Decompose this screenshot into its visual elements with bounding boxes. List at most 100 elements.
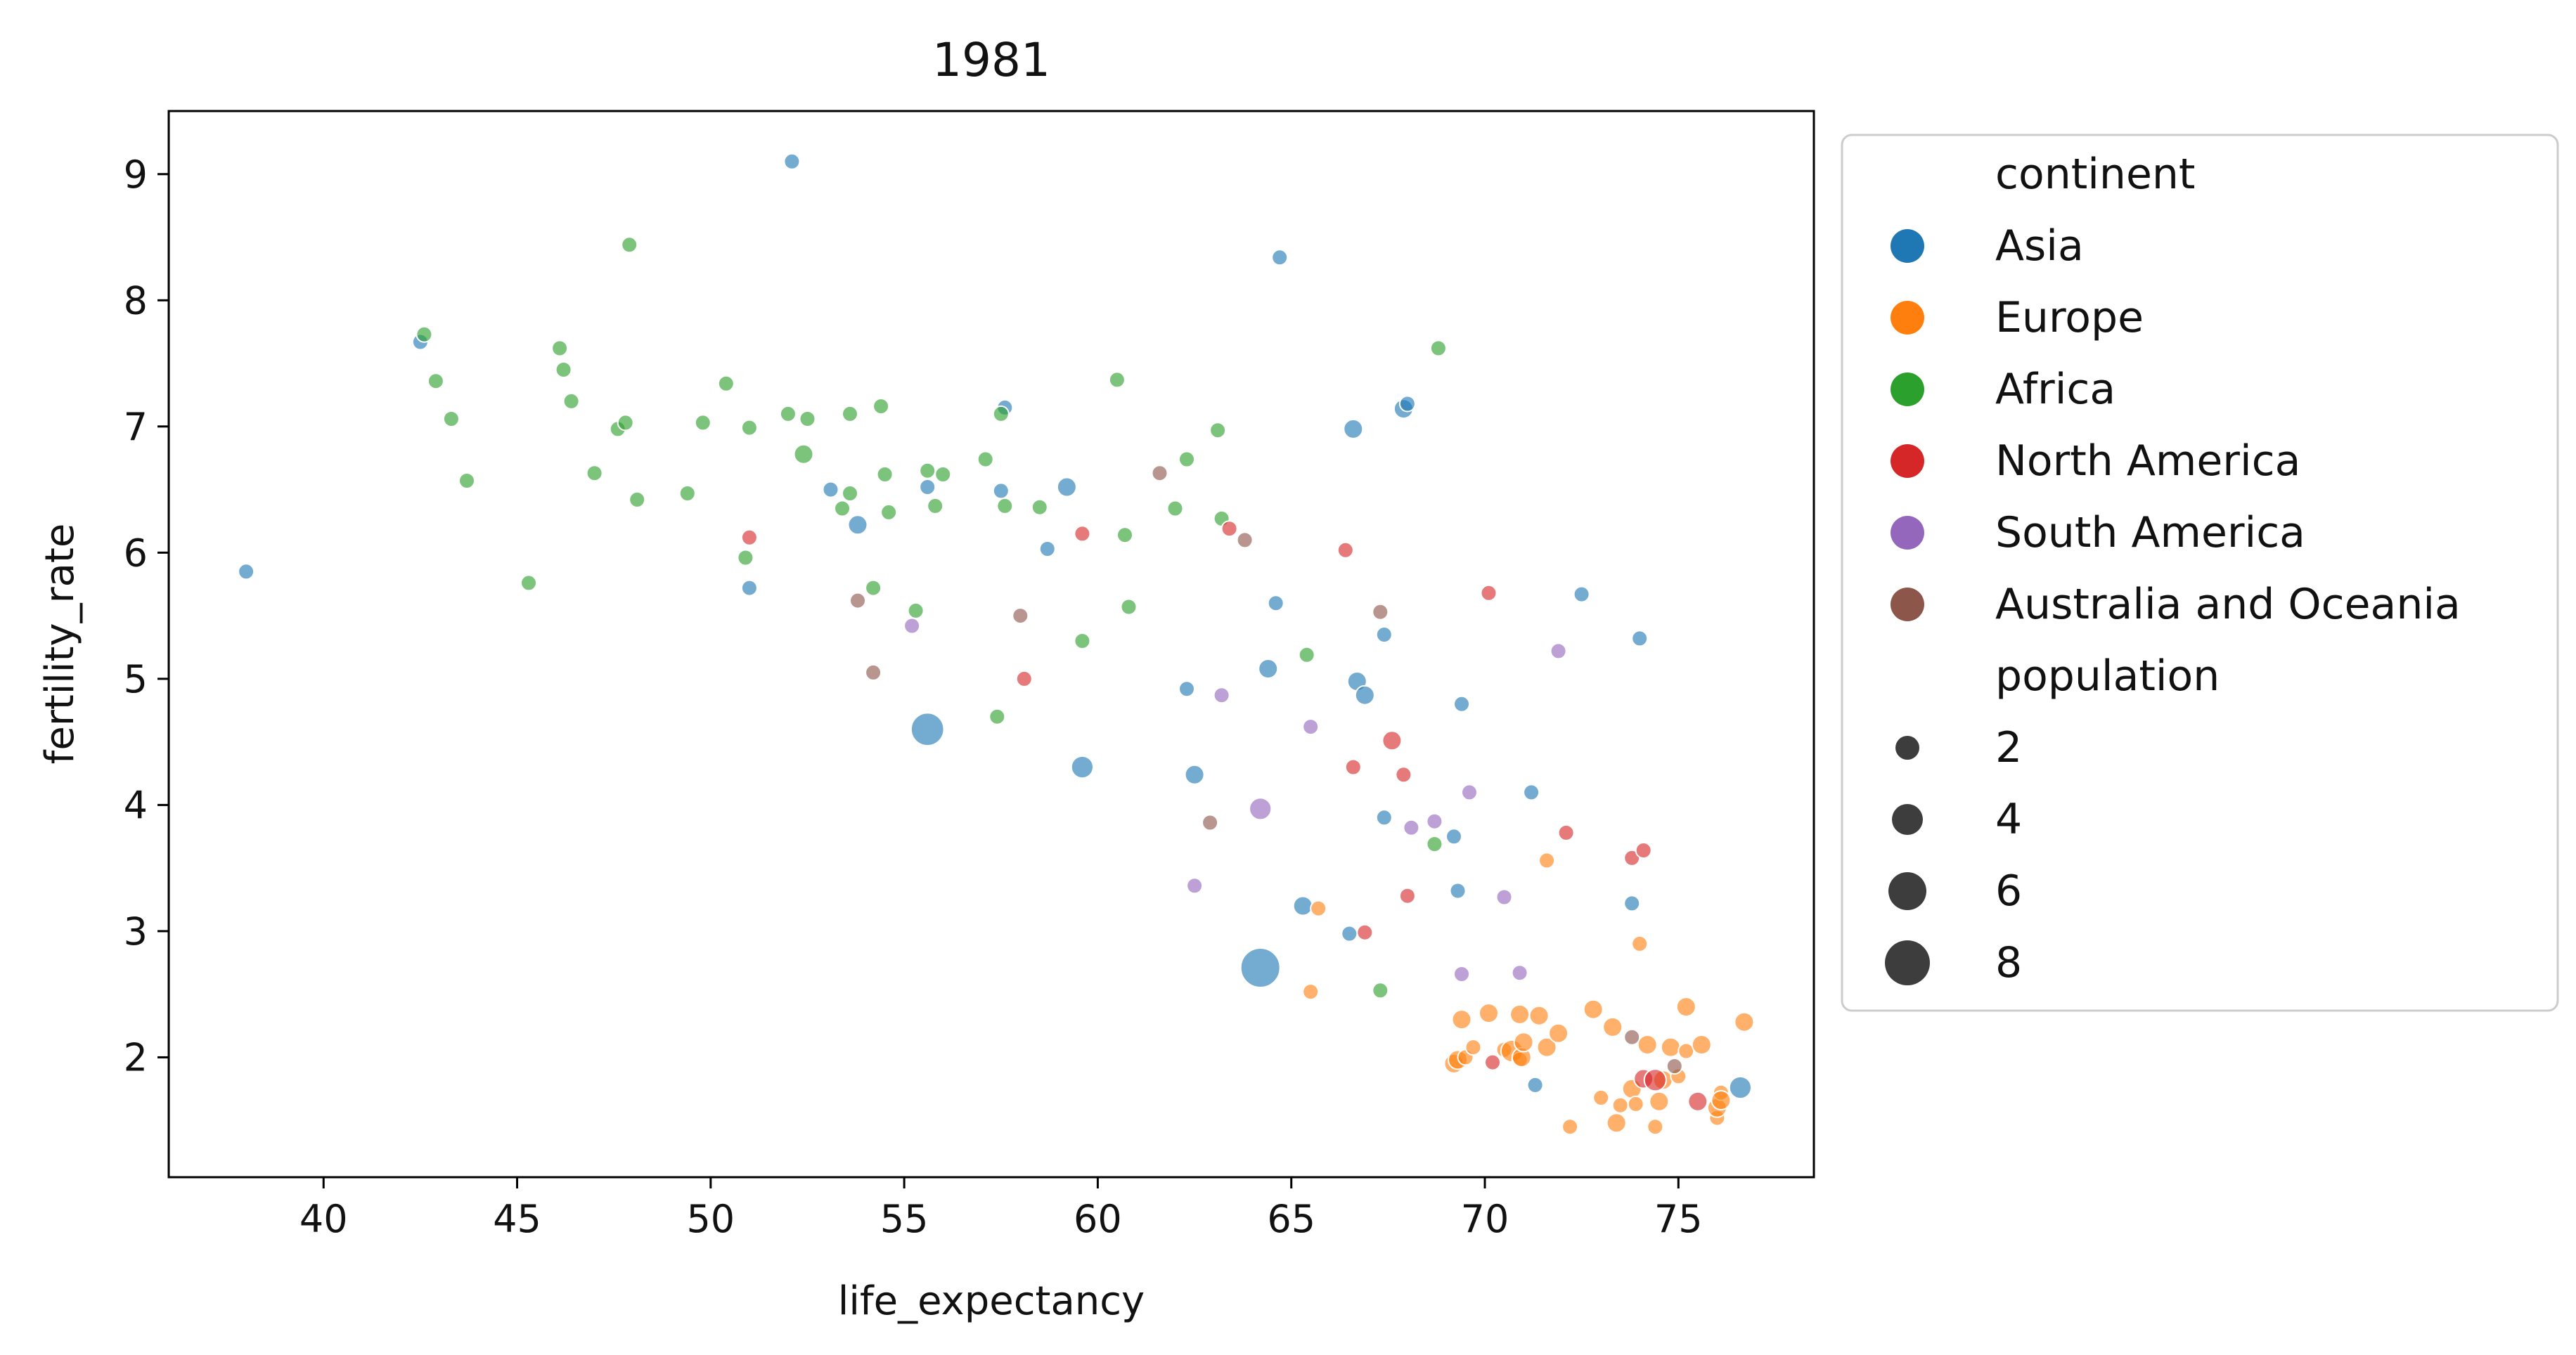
data-point-asia-36 [1728,1075,1752,1100]
x-tick-label: 70 [1461,1197,1509,1241]
data-point-africa-42 [1178,450,1195,468]
y-tick-label: 6 [124,531,148,575]
legend-size-title: population [1995,651,2220,701]
data-point-africa-12 [629,491,646,508]
y-tick-label: 4 [124,783,148,827]
data-point-south-america-11 [1550,642,1567,660]
data-point-africa-36 [1031,498,1048,516]
data-point-south-america-3 [1249,797,1273,821]
data-point-africa-46 [1372,982,1389,999]
data-point-africa-22 [842,485,858,502]
y-tick-label: 2 [124,1035,148,1080]
legend-label: Africa [1995,365,2115,414]
data-point-australia-and-oceania-3 [1151,465,1168,482]
x-axis: 40 45 50 55 60 65 70 75 [300,1177,1703,1241]
data-point-africa-29 [919,462,936,479]
legend-frame [1841,134,2559,1012]
data-point-asia-12 [1070,755,1095,779]
legend-marker-south-america [1891,516,1924,550]
data-point-asia-35 [1631,630,1649,647]
data-point-africa-23 [842,405,858,422]
data-point-africa-47 [1426,836,1443,852]
data-point-south-america-5 [1403,819,1420,836]
data-point-africa-35 [996,497,1014,514]
data-point-africa-28 [907,602,925,619]
data-point-asia-3 [822,481,839,498]
x-tick-label: 50 [686,1197,735,1241]
data-point-africa-25 [872,398,890,415]
data-point-australia-and-oceania-4 [1202,814,1219,831]
data-point-europe-25 [1627,1095,1644,1113]
x-tick-label: 40 [300,1197,348,1241]
data-point-north-america-13 [1623,849,1641,867]
data-point-asia-11 [1056,476,1077,498]
data-point-north-america-17 [1687,1091,1708,1112]
data-point-africa-5 [551,339,569,357]
data-point-asia-31 [1523,784,1540,801]
data-point-asia-17 [1267,595,1284,612]
data-point-north-america-5 [1344,758,1362,776]
data-point-asia-4 [847,514,868,536]
legend-marker-europe [1891,301,1924,335]
legend-size-label: 4 [1995,795,2022,844]
legend-marker-africa [1891,372,1924,406]
data-point-asia-10 [1038,540,1056,557]
data-point-south-america-10 [1511,964,1528,982]
y-tick-label: 3 [124,909,148,954]
data-point-europe-18 [1561,1118,1579,1136]
data-point-africa-48 [1429,339,1447,357]
legend-size-marker [1892,804,1923,835]
data-point-north-america-12 [1557,824,1575,841]
data-point-africa-20 [799,410,816,427]
data-point-asia-23 [1354,685,1375,706]
legend-label: Europe [1995,293,2144,342]
data-point-europe-7 [1479,1003,1499,1024]
data-point-asia-5 [740,579,758,597]
data-point-north-america-4 [1337,541,1354,559]
data-point-asia-15 [1239,947,1281,988]
data-point-south-america-0 [903,617,921,635]
legend-marker-asia [1891,229,1924,263]
data-point-europe-35 [1691,1035,1712,1055]
data-point-asia-25 [1375,809,1393,826]
data-point-africa-10 [617,414,634,432]
data-point-africa-34 [992,405,1010,422]
legend-label: Australia and Oceania [1995,580,2461,629]
x-tick-label: 65 [1267,1197,1315,1241]
data-point-australia-and-oceania-6 [1372,603,1389,621]
data-point-europe-22 [1606,1113,1627,1134]
data-point-africa-3 [458,472,475,489]
data-point-europe-13 [1513,1032,1534,1053]
data-point-europe-11 [1509,1004,1531,1025]
data-point-europe-26 [1631,935,1649,952]
data-point-europe-1 [1310,900,1327,917]
x-tick-label: 75 [1654,1197,1703,1241]
data-point-africa-16 [737,549,754,566]
legend-entries: continent Asia Europe Africa North America So… [1885,150,2461,987]
data-point-south-america-4 [1302,718,1320,736]
legend-marker-north-america [1891,444,1924,478]
y-axis-label: fertility_rate [37,524,83,765]
data-point-africa-18 [779,405,797,422]
data-point-europe-23 [1611,1096,1629,1114]
legend-label: South America [1995,508,2305,557]
data-point-africa-40 [1120,598,1138,616]
data-point-africa-26 [876,466,894,483]
data-point-africa-37 [1074,633,1091,649]
data-point-asia-7 [910,712,945,746]
data-point-australia-and-oceania-0 [849,592,866,609]
data-point-europe-29 [1649,1091,1670,1112]
y-axis: 2 3 4 5 6 7 8 9 [124,153,169,1080]
x-tick-label: 55 [880,1197,929,1241]
data-point-europe-17 [1548,1023,1569,1044]
data-point-south-america-1 [1186,877,1204,895]
data-point-europe-27 [1637,1035,1658,1055]
data-point-asia-16 [1258,659,1279,679]
data-point-europe-4 [1451,1009,1472,1030]
data-point-north-america-7 [1382,730,1403,751]
legend-size-label: 6 [1995,867,2022,916]
legend-label: North America [1995,436,2300,486]
y-tick-label: 8 [124,278,148,323]
data-point-north-america-8 [1395,766,1412,784]
data-point-asia-33 [1573,585,1590,603]
